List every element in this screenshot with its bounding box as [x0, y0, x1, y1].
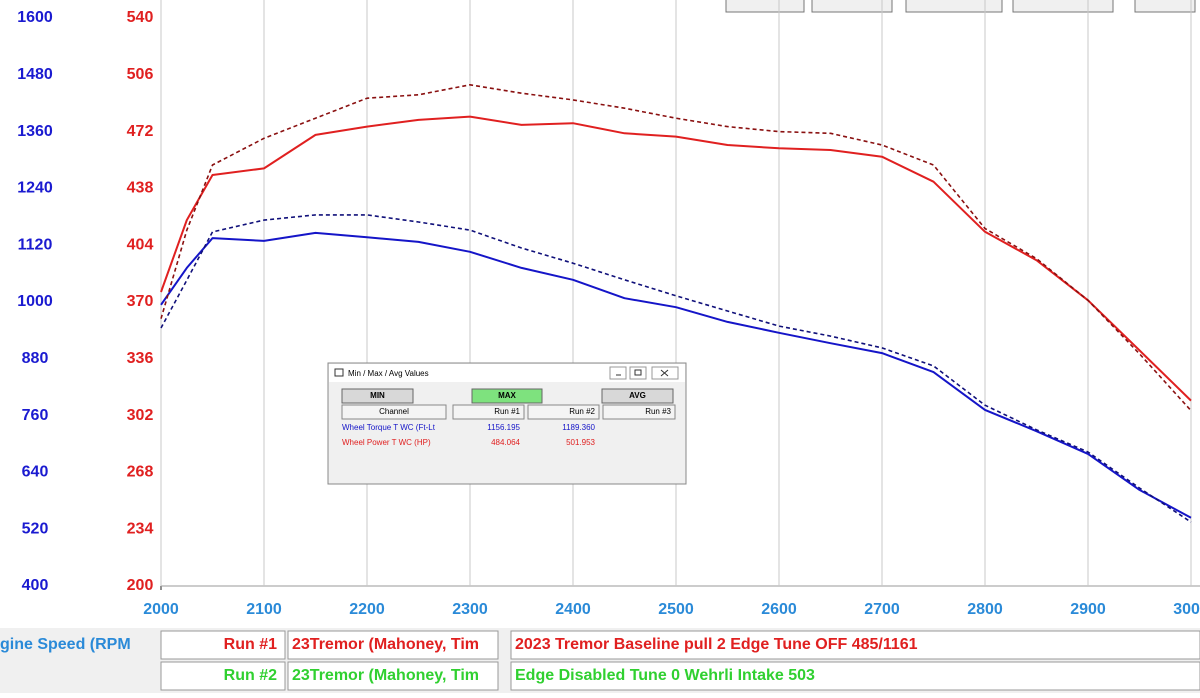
series-line	[160, 231, 1192, 519]
y2-tick-label: 404	[127, 236, 154, 253]
y2-tick-label: 370	[127, 293, 154, 310]
x-tick-label: 2200	[349, 601, 385, 618]
column-header	[602, 404, 676, 420]
y-tick-label: 880	[22, 350, 49, 367]
run-info: 23Tremor (Mahoney, Tim	[292, 667, 479, 684]
series-line	[160, 214, 1192, 523]
x-tick-label: 2400	[555, 601, 591, 618]
run-cell	[510, 630, 1200, 660]
channel-value: 1189.360	[562, 423, 595, 432]
run-cell	[510, 661, 1200, 691]
channel-value: 484.064	[491, 438, 520, 447]
dialog-button-label: AVG	[629, 391, 646, 400]
y-tick-label: 1120	[18, 236, 53, 253]
dialog-title: Min / Max / Avg Values	[348, 369, 429, 378]
min-max-dialog: Min / Max / Avg Values MIN MAX AVG Channel R…	[327, 362, 687, 485]
y2-tick-label: 336	[127, 350, 154, 367]
toolbar-button[interactable]	[725, 0, 805, 13]
y2-tick-label: 472	[127, 123, 154, 140]
icon	[660, 369, 669, 377]
column-header	[527, 404, 600, 420]
channel-value: 501.953	[566, 438, 595, 447]
dialog-button[interactable]	[471, 388, 543, 404]
y2-tick-label: 506	[127, 66, 154, 83]
y2-tick-label: 268	[127, 464, 154, 481]
dialog-title-bar	[329, 364, 685, 382]
y2-tick-label: 438	[127, 180, 154, 197]
icon	[634, 369, 642, 376]
column-header-label: Run #1	[494, 407, 520, 416]
run-label: Run #2	[224, 667, 277, 684]
dialog-button-label: MAX	[498, 391, 516, 400]
y-tick-label: 400	[22, 577, 49, 594]
maximize-button[interactable]	[629, 366, 647, 380]
toolbar-button[interactable]	[1134, 0, 1196, 13]
y-tick-label: 760	[22, 407, 49, 424]
dialog-button[interactable]	[601, 388, 674, 404]
run-cell	[160, 661, 286, 691]
y2-tick-label: 234	[127, 520, 154, 537]
x-tick-label: 2900	[1070, 601, 1106, 618]
y-tick-label: 1600	[17, 9, 53, 26]
toolbar-button[interactable]	[1012, 0, 1114, 13]
run-label: Run #1	[224, 636, 277, 653]
x-tick-label: 2300	[452, 601, 488, 618]
run-info: Edge Disabled Tune 0 Wehrli Intake 503	[515, 667, 815, 684]
dialog-button-label: MIN	[370, 391, 385, 400]
dialog-icon	[334, 368, 344, 377]
column-header-label: Channel	[379, 407, 409, 416]
series-line	[160, 115, 1192, 402]
y2-tick-label: 200	[127, 577, 154, 594]
x-tick-label: 2600	[761, 601, 797, 618]
series-line	[160, 84, 1192, 412]
dialog-button[interactable]	[341, 388, 414, 404]
y-tick-label: 640	[22, 464, 49, 481]
toolbar-button[interactable]	[811, 0, 893, 13]
dialog-frame	[327, 362, 687, 485]
channel-name: Wheel Torque T WC (Ft-Lt	[342, 423, 436, 432]
column-header-label: Run #3	[645, 407, 671, 416]
y-tick-label: 1360	[17, 123, 53, 140]
run-info: 2023 Tremor Baseline pull 2 Edge Tune OF…	[515, 636, 918, 653]
x-tick-label: 2800	[967, 601, 1003, 618]
y-tick-label: 1240	[17, 180, 53, 197]
channel-value: 1156.195	[487, 423, 520, 432]
column-header	[452, 404, 525, 420]
run-cell	[287, 630, 499, 660]
x-tick-label: 3000	[1173, 601, 1200, 618]
y2-tick-label: 302	[127, 407, 154, 424]
x-tick-label: 2100	[246, 601, 282, 618]
minimize-button[interactable]	[609, 366, 627, 380]
y2-tick-label: 540	[127, 9, 154, 26]
run-cell	[160, 630, 286, 660]
x-tick-label: 2500	[658, 601, 694, 618]
run-info: 23Tremor (Mahoney, Tim	[292, 636, 479, 653]
y-tick-label: 1000	[17, 293, 53, 310]
channel-name: Wheel Power T WC (HP)	[342, 438, 431, 447]
column-header	[341, 404, 447, 420]
y-tick-label: 520	[22, 520, 49, 537]
toolbar-button[interactable]	[905, 0, 1003, 13]
column-header-label: Run #2	[569, 407, 595, 416]
run-cell	[287, 661, 499, 691]
x-axis-title: gine Speed (RPM	[0, 636, 131, 653]
y-tick-label: 1480	[17, 66, 53, 83]
x-tick-label: 2700	[864, 601, 900, 618]
x-tick-label: 2000	[143, 601, 179, 618]
